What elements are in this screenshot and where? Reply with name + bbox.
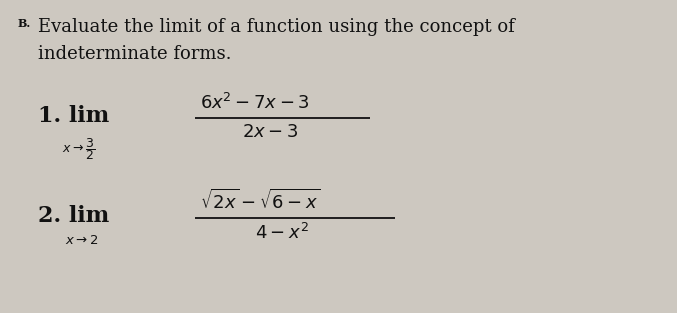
Text: 2. lim: 2. lim bbox=[38, 205, 109, 227]
Text: B.: B. bbox=[18, 18, 31, 29]
Text: 1. lim: 1. lim bbox=[38, 105, 109, 127]
Text: indeterminate forms.: indeterminate forms. bbox=[38, 45, 232, 63]
Text: $4-x^2$: $4-x^2$ bbox=[255, 223, 309, 243]
Text: $6x^2-7x-3$: $6x^2-7x-3$ bbox=[200, 93, 310, 113]
Text: $x\rightarrow\dfrac{3}{2}$: $x\rightarrow\dfrac{3}{2}$ bbox=[62, 136, 95, 162]
Text: $\sqrt{2x}-\sqrt{6-x}$: $\sqrt{2x}-\sqrt{6-x}$ bbox=[200, 189, 320, 213]
Text: $x\rightarrow 2$: $x\rightarrow 2$ bbox=[65, 234, 99, 247]
Text: $2x-3$: $2x-3$ bbox=[242, 123, 298, 141]
Text: Evaluate the limit of a function using the concept of: Evaluate the limit of a function using t… bbox=[38, 18, 515, 36]
